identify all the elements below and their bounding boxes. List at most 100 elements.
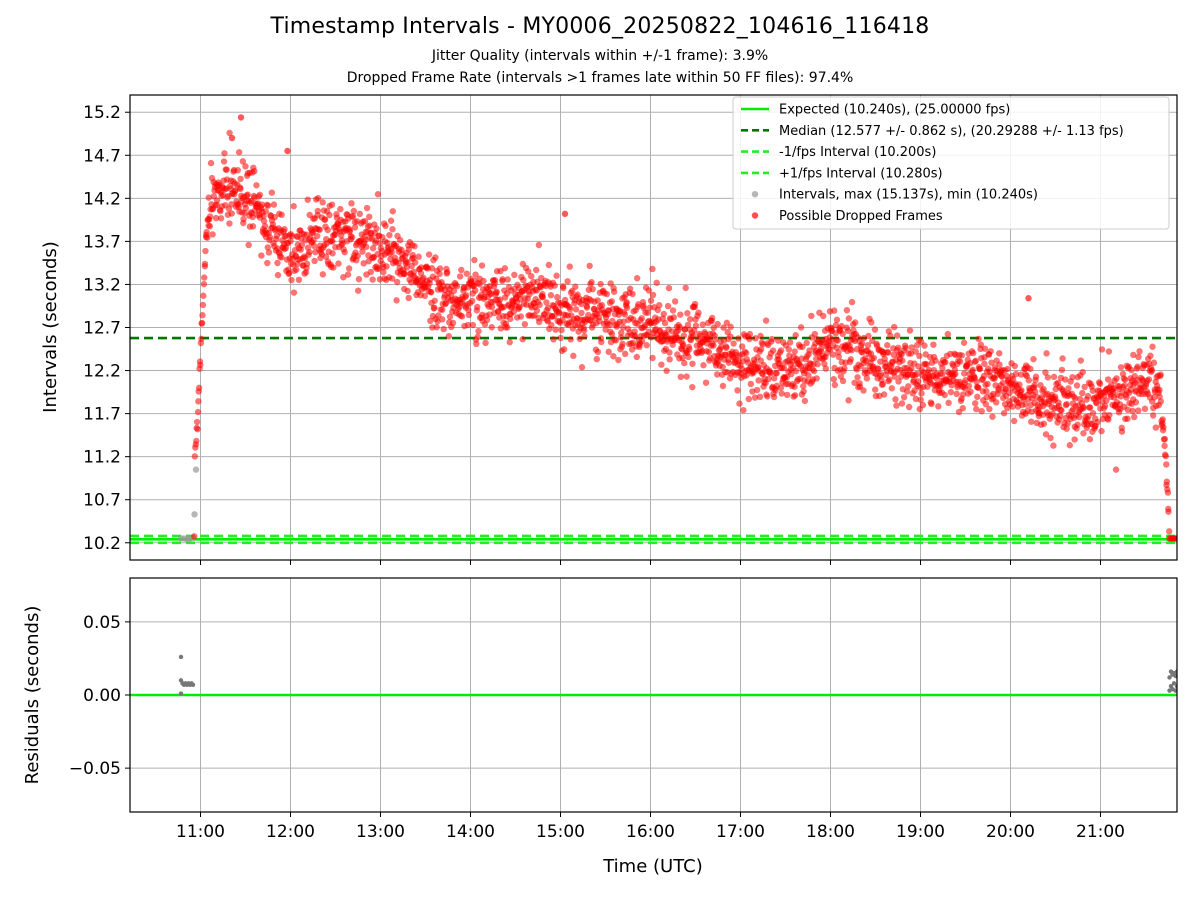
dropped-frame-point <box>925 366 933 374</box>
dropped-frame-point <box>960 339 968 346</box>
dropped-frame-point <box>1121 382 1128 389</box>
dropped-frame-point <box>474 333 481 341</box>
legend-swatch <box>751 212 759 219</box>
dropped-frame-point <box>1043 350 1050 357</box>
dropped-frame-point <box>456 273 464 280</box>
dropped-frame-point <box>615 356 622 364</box>
dropped-frame-point <box>240 215 247 223</box>
dropped-frame-point <box>665 284 673 292</box>
dropped-frame-point <box>1086 404 1094 411</box>
dropped-frame-point <box>488 324 495 331</box>
dropped-frame-point <box>264 244 271 251</box>
dropped-frame-point <box>261 222 269 230</box>
dropped-frame-point <box>1157 398 1165 405</box>
dropped-frame-point <box>870 354 878 362</box>
dropped-frame-point <box>387 217 395 224</box>
dropped-frame-point <box>198 319 206 327</box>
reference-lines <box>130 336 1177 545</box>
dropped-frame-point <box>695 309 702 316</box>
dropped-frame-point <box>751 359 758 366</box>
dropped-frame-point <box>1147 352 1154 359</box>
dropped-frame-point <box>908 365 915 372</box>
dropped-frame-point <box>610 353 617 360</box>
dropped-frame-point <box>1132 399 1140 406</box>
dropped-frame-point <box>341 249 348 256</box>
dropped-frame-point <box>517 313 525 320</box>
dropped-frame-point <box>1149 412 1157 419</box>
dropped-frame-point <box>506 339 513 346</box>
dropped-frame-point <box>539 293 546 301</box>
dropped-frame-point <box>553 272 560 279</box>
dropped-frame-point <box>736 400 743 407</box>
dropped-frame-point <box>369 276 376 283</box>
dropped-frame-point <box>645 287 653 294</box>
dropped-frame-point <box>799 343 806 351</box>
dropped-frame-point <box>202 247 209 255</box>
dropped-frame-point <box>253 182 260 189</box>
dropped-frame-point <box>245 241 252 249</box>
dropped-frame-point <box>686 346 693 353</box>
dropped-frame-point <box>1084 392 1092 400</box>
dropped-frame-point <box>446 313 454 320</box>
dropped-frame-point <box>669 307 677 314</box>
dropped-frame-point <box>785 346 793 353</box>
dropped-frame-point <box>580 327 588 334</box>
dropped-frame-point <box>374 191 382 198</box>
dropped-frame-point <box>226 129 233 137</box>
dropped-frame-point <box>903 388 911 395</box>
dropped-frame-point <box>1066 442 1074 449</box>
dropped-frame-point <box>597 280 604 288</box>
dropped-frame-point <box>888 385 896 392</box>
dropped-frame-point <box>757 332 764 340</box>
dropped-frame-point <box>359 248 366 255</box>
dropped-frame-point <box>956 358 964 365</box>
y-tick-label: 14.7 <box>83 146 121 166</box>
dropped-frame-point <box>972 357 980 365</box>
dropped-frame-point <box>465 311 472 319</box>
dropped-frame-point <box>432 254 439 261</box>
dropped-frame-point <box>1079 389 1086 397</box>
legend: Expected (10.240s), (25.00000 fps) Median… <box>732 96 1170 230</box>
dropped-frame-point <box>268 189 276 196</box>
dropped-frame-point <box>1145 376 1153 383</box>
dropped-frame-point <box>483 316 491 324</box>
dropped-frame-point <box>767 370 774 377</box>
x-tick-label: 20:00 <box>986 822 1035 842</box>
dropped-frame-point <box>1016 381 1023 388</box>
dropped-frame-point <box>747 380 755 388</box>
dropped-frame-point <box>1129 407 1136 415</box>
dropped-frame-point <box>564 278 571 285</box>
dropped-frame-point <box>854 374 861 381</box>
dropped-frame-point <box>689 360 696 367</box>
dropped-frame-point <box>322 253 330 260</box>
dropped-frame-point <box>1079 368 1086 376</box>
dropped-frame-point <box>410 268 418 276</box>
dropped-frame-point <box>771 375 778 382</box>
dropped-frame-point <box>1094 418 1101 426</box>
dropped-frame-point <box>415 253 422 260</box>
dropped-frame-point <box>193 437 200 445</box>
dropped-frame-point <box>912 348 919 355</box>
dropped-frame-point <box>228 134 236 142</box>
dropped-frame-point <box>1022 401 1029 408</box>
dropped-frame-point <box>895 378 902 385</box>
dropped-frame-point <box>373 225 380 232</box>
dropped-frame-point <box>444 269 451 276</box>
dropped-frame-point <box>660 310 667 318</box>
dropped-frame-point <box>887 332 894 339</box>
dropped-frame-point <box>1040 420 1048 427</box>
dropped-frame-point <box>982 400 990 408</box>
dropped-frame-point <box>746 330 754 338</box>
dropped-frame-point <box>356 210 363 218</box>
dropped-frame-point <box>718 343 725 350</box>
dropped-frame-point <box>435 312 442 319</box>
dropped-frame-point <box>649 291 657 299</box>
dropped-frame-point <box>801 397 809 405</box>
dropped-frame-point <box>287 237 294 245</box>
dropped-frame-point <box>1058 366 1066 374</box>
dropped-frame-point <box>848 347 855 354</box>
legend-swatch <box>751 191 759 198</box>
dropped-frame-point <box>727 323 734 331</box>
dropped-frame-point <box>572 283 579 290</box>
dropped-frame-point <box>811 330 819 338</box>
